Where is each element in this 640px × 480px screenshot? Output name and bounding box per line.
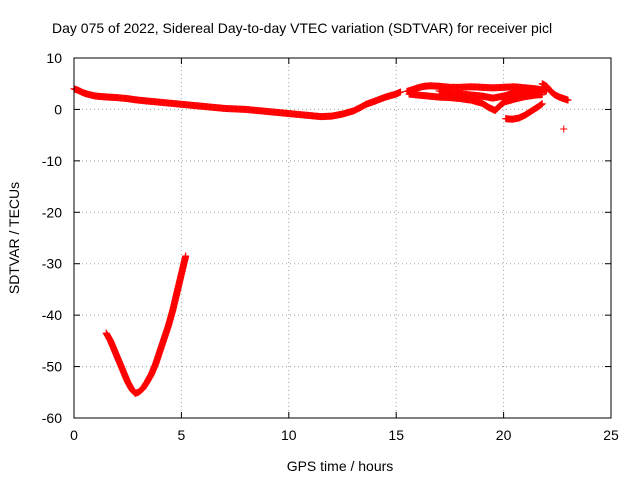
series-segment-20-21	[502, 100, 546, 123]
data-point	[532, 86, 540, 94]
data-point	[560, 125, 568, 133]
y-tick-label: -20	[42, 204, 62, 220]
data-point	[564, 96, 572, 104]
x-tick-label: 5	[178, 427, 186, 443]
x-tick-label: 10	[281, 427, 297, 443]
y-tick-label: -60	[42, 410, 62, 426]
data-point	[538, 91, 546, 99]
x-axis-label: GPS time / hours	[287, 458, 394, 474]
y-tick-label: -10	[42, 153, 62, 169]
axis-ticks: 0 5 10 15 20 25 10 0 -10 -20 -30 -40 -50 -60	[42, 50, 619, 443]
series-main-band	[70, 85, 404, 121]
series-strand-3	[435, 86, 540, 102]
y-tick-label: 0	[54, 101, 62, 117]
data-point	[182, 252, 190, 260]
data-point	[396, 88, 404, 96]
data-point	[538, 100, 546, 108]
y-axis-label: SDTVAR / TECUs	[6, 182, 22, 294]
y-tick-label: -40	[42, 307, 62, 323]
y-tick-label: -30	[42, 256, 62, 272]
series-segment-22-23	[538, 80, 572, 104]
series-outlier	[560, 125, 568, 133]
x-tick-label: 20	[496, 427, 512, 443]
plot-frame	[73, 57, 612, 419]
x-tick-label: 15	[388, 427, 404, 443]
data-points	[70, 80, 572, 397]
chart-title: Day 075 of 2022, Sidereal Day-to-day VTE…	[52, 20, 552, 36]
y-tick-label: -50	[42, 359, 62, 375]
series-v-shape	[102, 252, 190, 397]
x-tick-label: 25	[603, 427, 619, 443]
y-tick-label: 10	[46, 50, 62, 66]
x-tick-label: 0	[70, 427, 78, 443]
grid	[74, 58, 611, 418]
